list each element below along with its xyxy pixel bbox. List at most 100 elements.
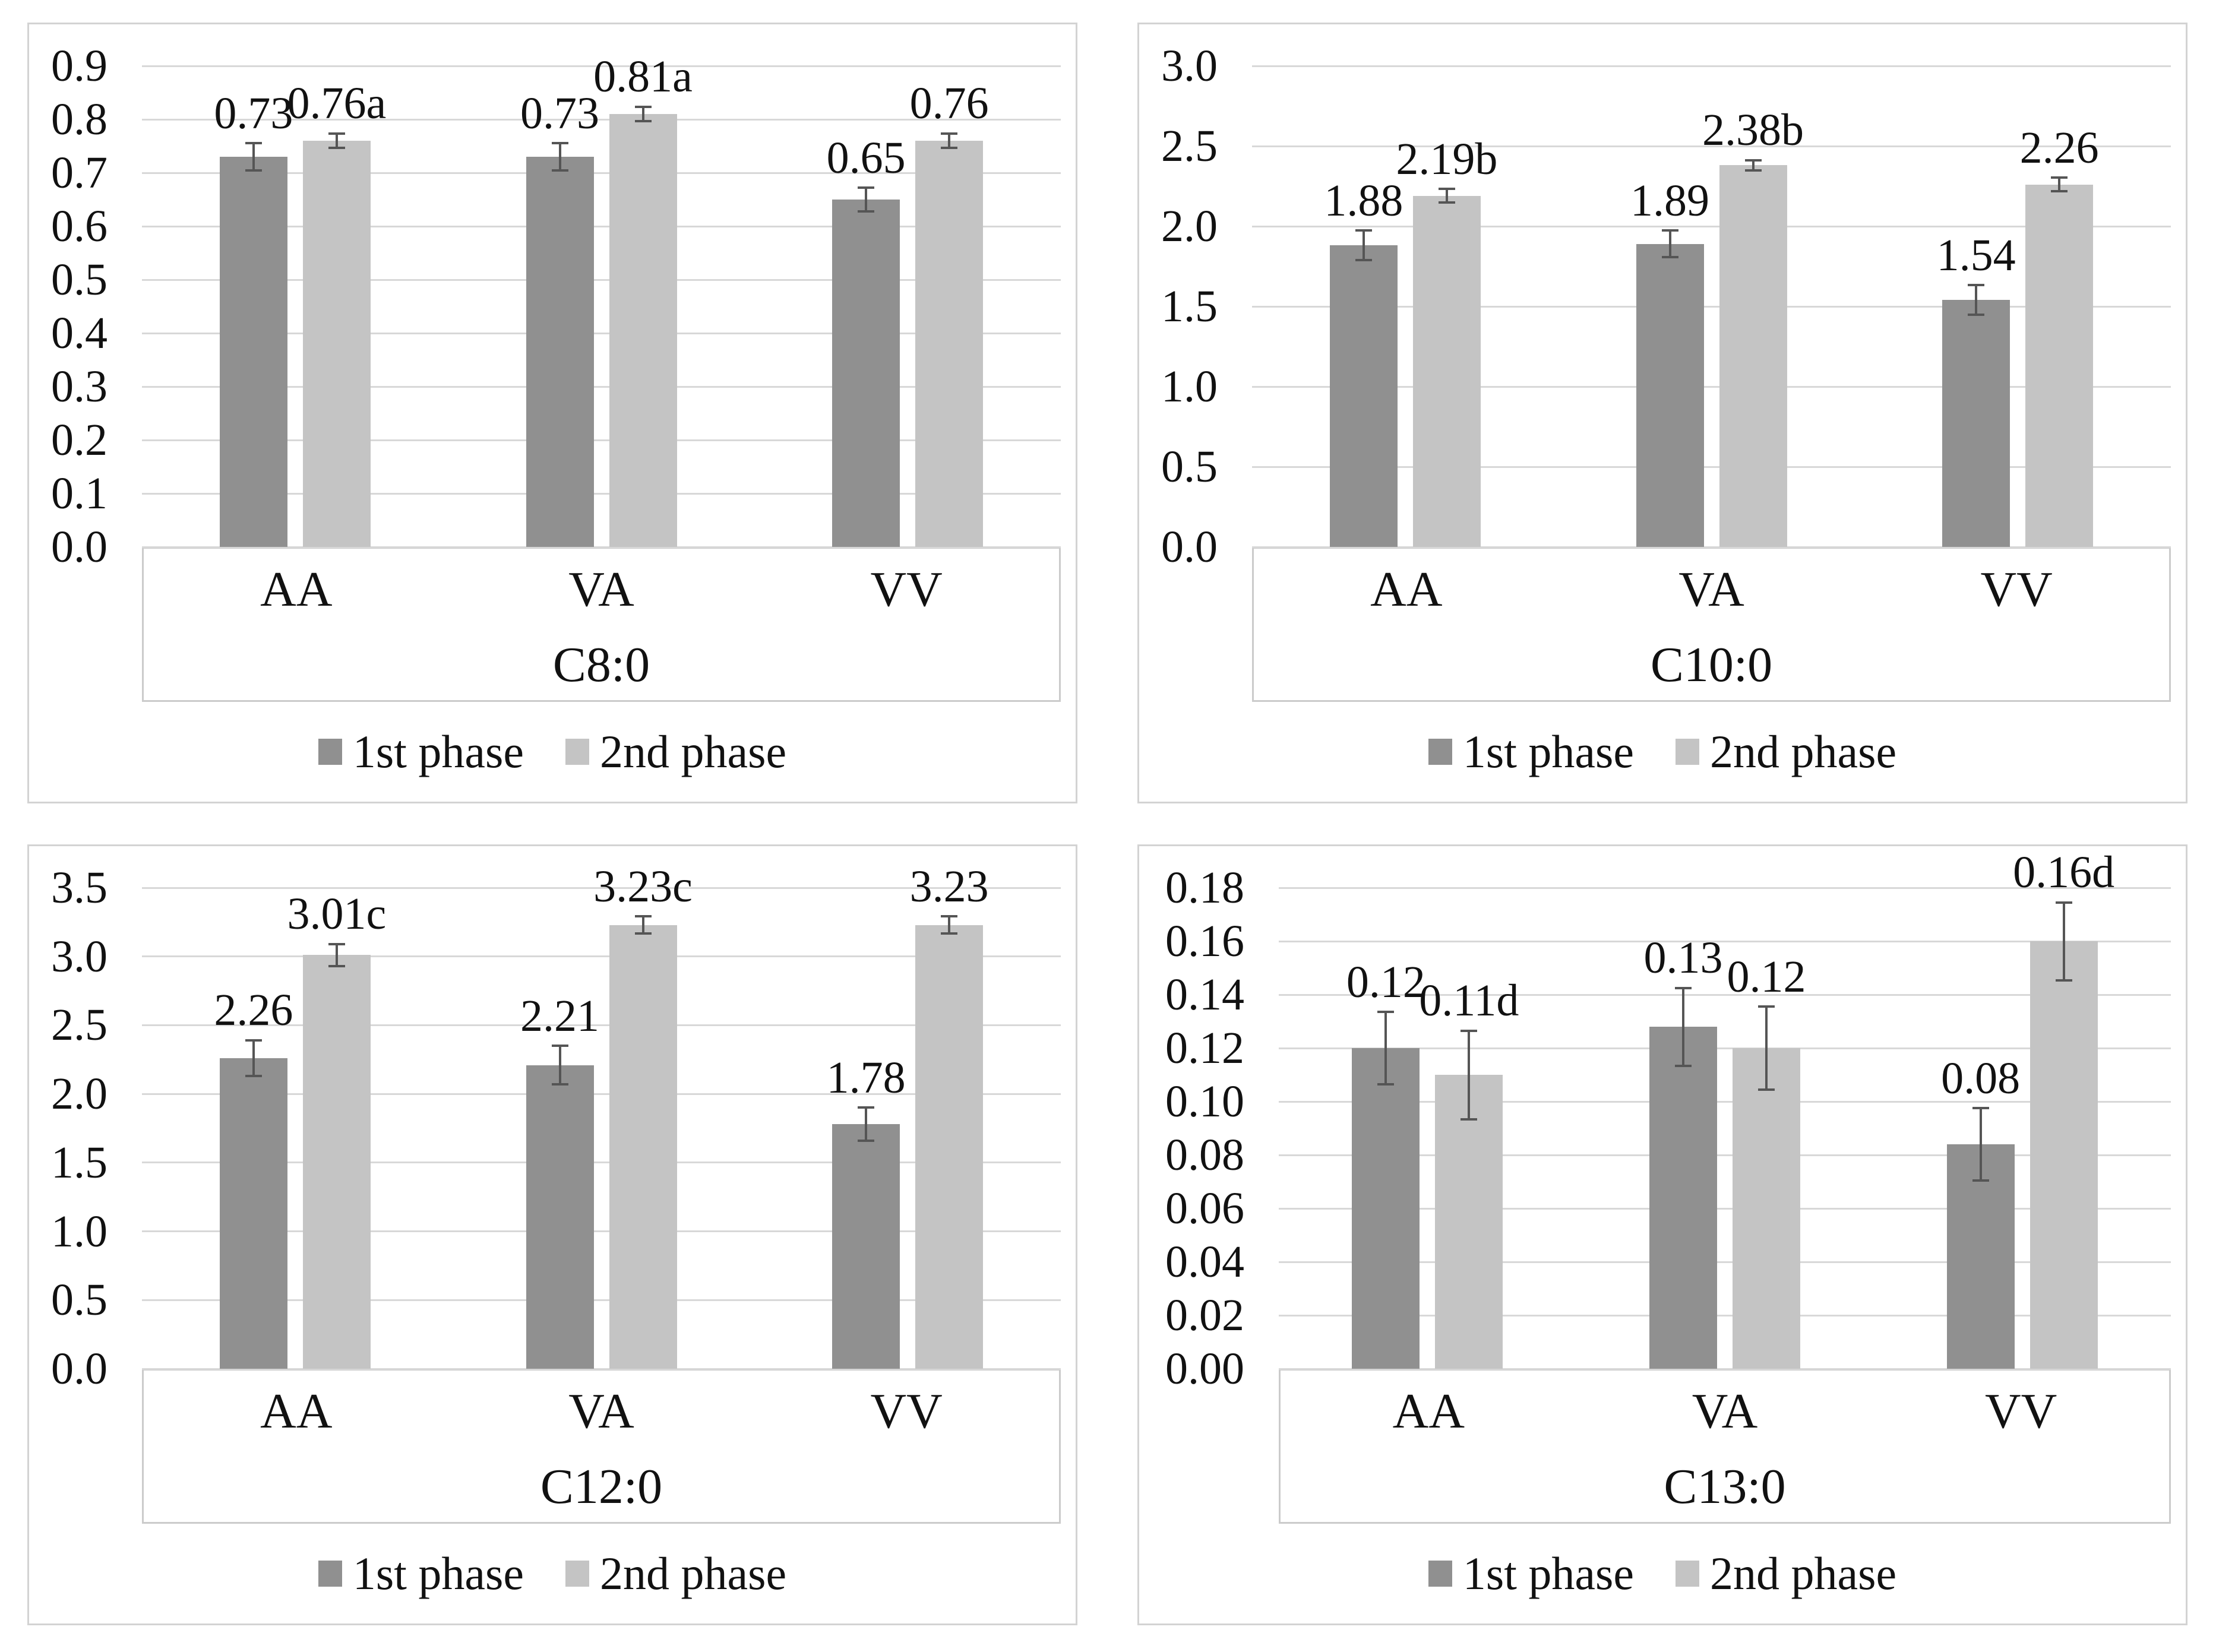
bar-va-2nd-phase [1733, 1048, 1800, 1369]
y-tick-label: 1.5 [1161, 281, 1218, 331]
value-label: 1.89 [1630, 176, 1709, 226]
error-bar [328, 942, 345, 968]
bar-aa-2nd-phase [1412, 195, 1481, 547]
error-bar [1661, 229, 1678, 258]
gridline [1252, 385, 2171, 388]
y-tick-label: 2.5 [1161, 121, 1218, 171]
legend-label-1st-phase: 1st phase [1462, 1547, 1634, 1599]
gridline [1252, 546, 2171, 548]
y-tick-label: 0.04 [1165, 1237, 1244, 1287]
error-bar-stem [558, 141, 561, 172]
error-bar-cap [245, 169, 262, 172]
error-bar [2051, 176, 2068, 193]
gridline [1279, 1368, 2171, 1370]
error-bar-cap [1968, 314, 1985, 317]
error-bar-stem [1362, 229, 1365, 262]
category-label: AA [1370, 561, 1443, 617]
axis-group-title: C8:0 [552, 637, 650, 693]
plot-area: 1.88 2.19b 1.89 2.38b 1.54 2.26 0.0 0.5 1.0 1.5 2… [1161, 24, 2171, 569]
bar-va-2nd-phase [609, 925, 677, 1369]
legend-label-2nd-phase: 2nd phase [600, 1547, 787, 1599]
category-label: VV [1980, 561, 2053, 617]
error-bar-stem [865, 1106, 868, 1143]
category-label: VA [568, 561, 634, 617]
legend-label-1st-phase: 1st phase [352, 1547, 524, 1599]
y-tick-label: 0.1 [51, 469, 108, 518]
y-tick-label: 2.0 [51, 1069, 108, 1119]
value-label: 0.13 [1643, 933, 1723, 983]
error-bar-stem [252, 1039, 255, 1078]
legend: 1st phase 2nd phase [1139, 702, 2186, 802]
category-axis-box: AA VA VV C12:0 [142, 1369, 1061, 1524]
error-bar-cap [1675, 1064, 1692, 1067]
error-bar-cap [245, 1075, 262, 1078]
value-label: 0.12 [1727, 951, 1806, 1002]
legend-label-2nd-phase: 2nd phase [1710, 726, 1897, 777]
y-tick-label: 0.0 [1161, 522, 1218, 572]
gridline [142, 887, 1061, 889]
error-bar-cap [1661, 256, 1678, 258]
error-bar [2055, 901, 2072, 982]
legend-swatch-2nd-phase [1676, 739, 1699, 765]
error-bar [1744, 159, 1762, 172]
error-bar-cap [941, 932, 958, 935]
error-bar [1972, 1107, 1989, 1182]
gridline [1279, 1047, 2171, 1049]
y-tick-label: 3.0 [1161, 41, 1218, 91]
value-label: 2.26 [2019, 123, 2099, 173]
bar-aa-2nd-phase [302, 141, 371, 547]
error-bar-stem [641, 915, 644, 935]
error-bar-stem [1668, 229, 1671, 258]
error-bar-cap [858, 1140, 875, 1143]
y-tick-label: 0.12 [1165, 1023, 1244, 1073]
y-tick-label: 0.18 [1165, 863, 1244, 913]
value-label: 0.76a [287, 78, 387, 129]
legend-label-2nd-phase: 2nd phase [600, 726, 787, 777]
value-label: 0.08 [1941, 1053, 2021, 1103]
category-label: AA [260, 1383, 333, 1439]
value-label: 3.23 [909, 862, 989, 912]
legend-swatch-1st-phase [1428, 739, 1452, 765]
gridline [1279, 887, 2171, 889]
error-bar [1377, 1011, 1395, 1085]
error-bar-stem [1765, 1005, 1768, 1091]
gridline [1279, 1314, 2171, 1316]
y-tick-label: 3.5 [51, 863, 108, 913]
legend-entry-2nd-phase: 2nd phase [565, 1550, 786, 1597]
error-bar [941, 915, 958, 935]
error-bar-cap [941, 147, 958, 150]
gridline [1252, 305, 2171, 308]
legend-entry-2nd-phase: 2nd phase [1676, 729, 1896, 775]
gridline [142, 332, 1061, 334]
legend-entry-2nd-phase: 2nd phase [565, 729, 786, 775]
y-tick-label: 0.08 [1165, 1130, 1244, 1180]
gridlines [142, 24, 1061, 548]
error-bar-stem [1384, 1011, 1387, 1085]
bar-aa-1st-phase [219, 157, 287, 547]
legend-swatch-1st-phase [318, 1561, 342, 1587]
error-bar-cap [1461, 1118, 1478, 1121]
chart-panel-c13-0: 0.12 0.11d 0.13 0.12 0.08 0.16d 0.00 0.02 0.04 0… [1137, 844, 2187, 1625]
legend-label-2nd-phase: 2nd phase [1710, 1547, 1897, 1599]
bar-vv-2nd-phase [915, 925, 984, 1369]
gridline [142, 225, 1061, 227]
bar-vv-2nd-phase [915, 141, 984, 547]
y-tick-label: 0.0 [51, 1344, 108, 1394]
gridlines [1252, 24, 2171, 548]
y-tick-label: 0.14 [1165, 970, 1244, 1020]
error-bar-cap [2055, 979, 2072, 982]
error-bar-stem [1975, 284, 1978, 317]
y-tick-label: 0.00 [1165, 1344, 1244, 1394]
legend-entry-1st-phase: 1st phase [318, 1550, 524, 1597]
gridline [1279, 940, 2171, 942]
gridline [142, 118, 1061, 121]
y-tick-label: 0.8 [51, 94, 108, 144]
error-bar-stem [335, 942, 338, 968]
axis-group-title: C12:0 [540, 1459, 663, 1515]
category-labels: AA VA VV [1281, 1371, 2169, 1452]
gridline [1279, 1154, 2171, 1156]
error-bar-cap [551, 1083, 568, 1086]
bar-series-layer: 2.26 3.01c 2.21 3.23c 1.78 3.23 [142, 846, 1061, 1369]
bar-va-1st-phase [1649, 1027, 1717, 1369]
